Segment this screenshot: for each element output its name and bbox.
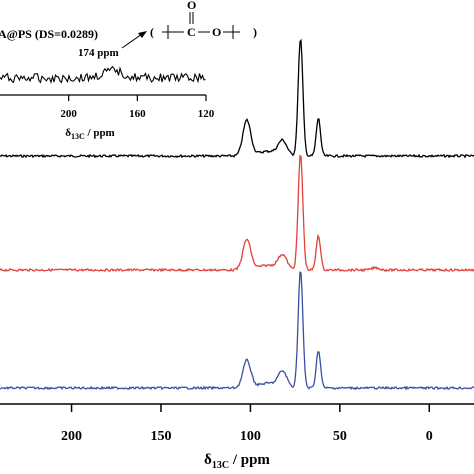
structure-carbon: C xyxy=(187,25,196,39)
x-axis-title: δ13C / ppm xyxy=(204,452,270,471)
structure-carbonyl-oxygen: O xyxy=(187,0,196,12)
spectrum-line-1 xyxy=(0,38,474,159)
inset-x-tick-label: 120 xyxy=(198,108,215,120)
x-tick-label: 50 xyxy=(333,429,347,444)
spectrum-line-2 xyxy=(0,154,474,273)
x-tick-label: 0 xyxy=(426,429,433,444)
spectrum-line-3 xyxy=(0,271,474,391)
structure-right-paren: ) xyxy=(253,25,257,39)
structure-left-paren: ( xyxy=(150,25,154,39)
structure-ether-oxygen: O xyxy=(212,25,221,39)
inset-x-tick-label: 200 xyxy=(60,108,77,120)
inset-x-axis-title: δ13C / ppm xyxy=(65,127,114,141)
inset-annotation-arrowhead xyxy=(138,31,147,38)
inset-x-axis-ticks: 200 160 120 xyxy=(60,95,215,120)
spectra-group xyxy=(0,38,474,391)
x-axis-ticks: 200 150 100 50 0 xyxy=(61,404,433,444)
inset-annotation-174ppm: 174 ppm xyxy=(78,47,119,59)
inset-spectrum-line xyxy=(0,65,206,85)
x-tick-label: 200 xyxy=(61,429,82,444)
inset-plot: A@PS (DS=0.0289) 200 160 120 δ13C / ppm 17… xyxy=(0,0,257,141)
x-tick-label: 150 xyxy=(150,429,171,444)
carbonate-structure: ( C O O ) xyxy=(150,0,257,39)
x-axis: 200 150 100 50 0 δ13C / ppm xyxy=(0,403,474,471)
inset-x-tick-label: 160 xyxy=(129,108,146,120)
x-tick-label: 100 xyxy=(240,429,261,444)
inset-title: A@PS (DS=0.0289) xyxy=(0,27,98,41)
